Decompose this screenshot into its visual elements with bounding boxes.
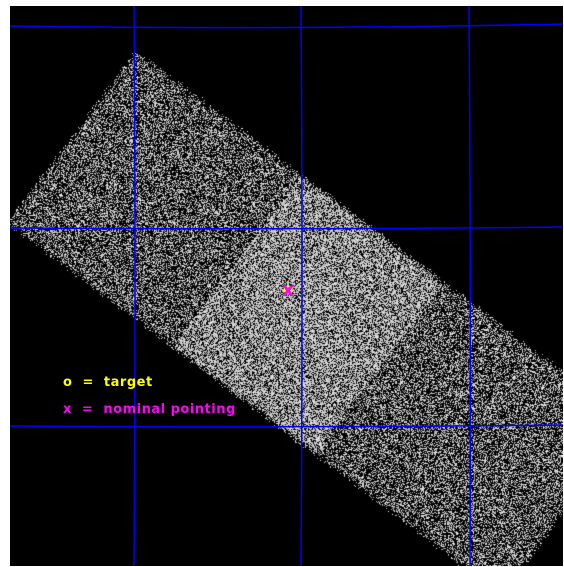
grid-line <box>300 6 303 566</box>
nominal-pointing-marker: x <box>282 279 295 301</box>
grid-line <box>468 6 472 566</box>
grid-line <box>10 226 563 230</box>
coordinate-grid <box>10 6 563 566</box>
target-marker: o <box>283 280 294 298</box>
grid-line <box>133 6 136 566</box>
image-frame: o x o = target x = nominal pointing <box>10 6 563 566</box>
grid-line <box>10 424 563 428</box>
legend-target: o = target <box>63 375 153 390</box>
legend-nominal-pointing: x = nominal pointing <box>63 402 236 417</box>
grid-line <box>10 23 563 29</box>
